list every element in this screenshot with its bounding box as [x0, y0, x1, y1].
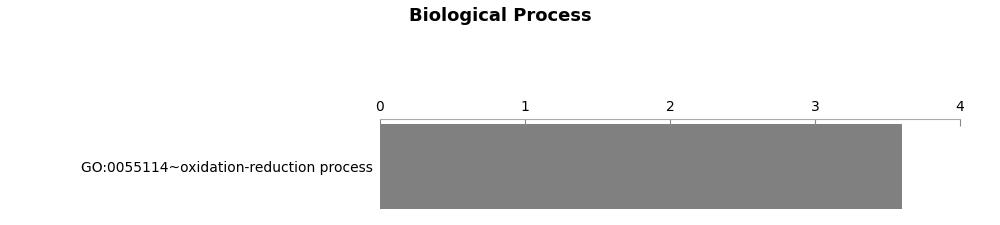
- Text: Biological Process: Biological Process: [409, 7, 591, 25]
